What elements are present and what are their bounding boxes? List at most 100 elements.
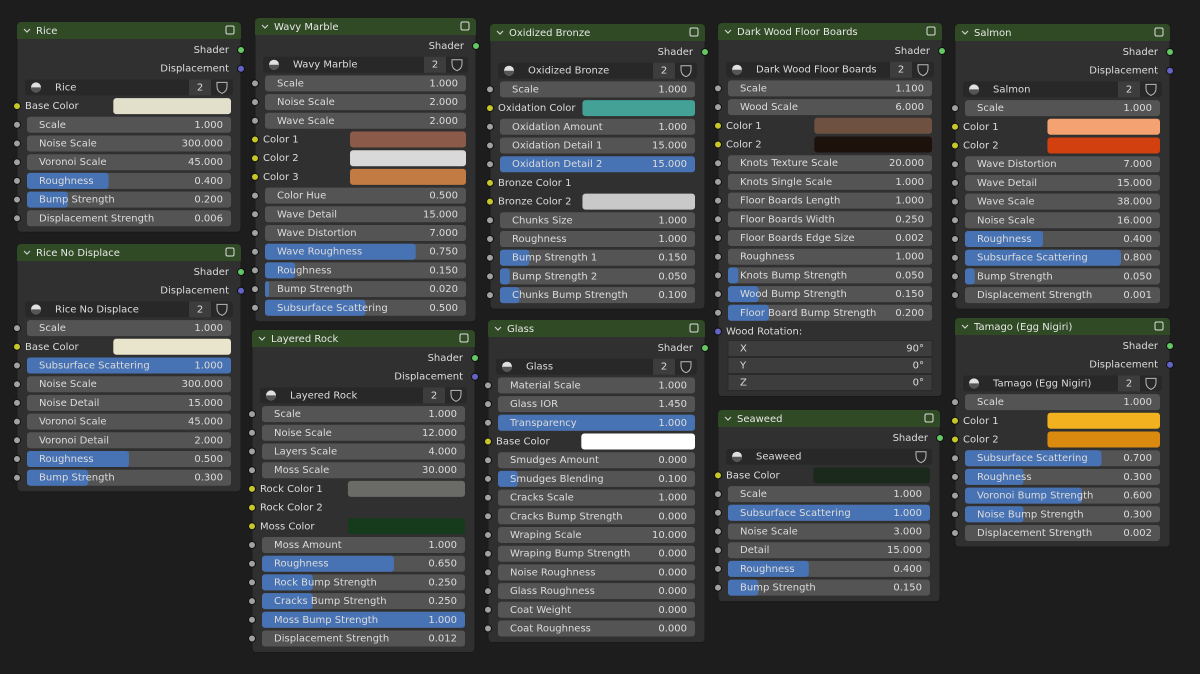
input-socket[interactable] <box>13 398 21 407</box>
node[interactable]: Salmon Shader Displacement Salmon 2 Scale 1.00… <box>951 23 1174 310</box>
input-socket[interactable] <box>484 418 492 427</box>
fake-user-icon[interactable] <box>917 64 929 77</box>
value-field[interactable] <box>265 262 466 279</box>
input-socket[interactable] <box>486 272 494 281</box>
input-socket[interactable] <box>248 428 256 437</box>
input-socket[interactable] <box>13 436 21 445</box>
output-socket[interactable] <box>237 286 245 295</box>
input-socket[interactable] <box>484 474 492 483</box>
output-socket[interactable] <box>471 372 479 381</box>
value-field[interactable] <box>265 187 466 204</box>
input-socket[interactable] <box>13 455 21 463</box>
color-swatch[interactable] <box>814 136 932 153</box>
input-socket[interactable] <box>951 197 959 206</box>
input-socket[interactable] <box>484 493 492 502</box>
output-socket[interactable] <box>471 354 479 362</box>
input-socket[interactable] <box>951 272 959 281</box>
value-field[interactable] <box>265 75 466 92</box>
value-field[interactable] <box>27 432 231 449</box>
value-field[interactable] <box>265 281 466 298</box>
value-field[interactable] <box>965 525 1160 541</box>
input-socket[interactable] <box>951 491 959 500</box>
input-socket[interactable] <box>714 196 722 205</box>
output-socket[interactable] <box>237 64 245 73</box>
input-socket[interactable] <box>951 472 959 481</box>
value-field[interactable] <box>262 424 465 441</box>
input-socket[interactable] <box>951 529 959 537</box>
collapse-arrow[interactable] <box>23 28 31 33</box>
input-socket[interactable] <box>13 417 21 426</box>
value-field[interactable] <box>728 286 932 303</box>
input-socket[interactable] <box>251 210 259 219</box>
input-socket[interactable] <box>248 484 256 493</box>
node[interactable]: Rice No Displace Shader Displacement Rice N… <box>13 243 245 493</box>
value-field[interactable] <box>500 156 695 173</box>
input-socket[interactable] <box>714 121 722 130</box>
input-socket[interactable] <box>248 447 256 456</box>
input-socket[interactable] <box>951 435 959 444</box>
value-field[interactable] <box>27 191 231 208</box>
color-swatch[interactable] <box>1047 137 1160 154</box>
input-socket[interactable] <box>484 568 492 577</box>
fake-user-icon[interactable] <box>680 361 692 374</box>
color-swatch[interactable] <box>113 338 231 355</box>
value-field[interactable] <box>498 545 695 562</box>
fake-user-icon[interactable] <box>1145 83 1157 96</box>
value-field[interactable] <box>500 231 695 247</box>
value-field[interactable] <box>728 523 930 540</box>
color-swatch[interactable] <box>113 98 231 115</box>
input-socket[interactable] <box>248 634 256 643</box>
value-field[interactable] <box>728 80 932 97</box>
input-socket[interactable] <box>251 79 259 88</box>
value-field[interactable] <box>500 268 695 285</box>
input-socket[interactable] <box>714 527 722 536</box>
value-field[interactable] <box>27 210 231 227</box>
value-field[interactable] <box>265 112 466 129</box>
input-socket[interactable] <box>248 615 256 624</box>
input-socket[interactable] <box>951 235 959 243</box>
input-socket[interactable] <box>251 98 259 107</box>
node[interactable]: Wavy Marble Shader Wavy Marble 2 Scale 1.000 N… <box>251 17 480 323</box>
input-socket[interactable] <box>13 342 21 351</box>
input-socket[interactable] <box>714 271 722 280</box>
output-socket[interactable] <box>1166 66 1174 75</box>
input-socket[interactable] <box>714 327 722 336</box>
value-field[interactable] <box>265 94 466 111</box>
value-field[interactable] <box>728 211 932 228</box>
input-socket[interactable] <box>251 172 259 181</box>
value-field[interactable] <box>498 583 695 600</box>
input-socket[interactable] <box>714 252 722 261</box>
input-socket[interactable] <box>486 216 494 225</box>
value-field[interactable] <box>728 173 932 190</box>
input-socket[interactable] <box>714 508 722 517</box>
input-socket[interactable] <box>486 160 494 169</box>
color-swatch[interactable] <box>813 467 930 484</box>
input-socket[interactable] <box>486 141 494 150</box>
value-field[interactable] <box>965 156 1160 173</box>
input-socket[interactable] <box>714 583 722 592</box>
input-socket[interactable] <box>714 177 722 186</box>
fake-user-icon[interactable] <box>450 389 462 402</box>
value-field[interactable] <box>500 249 695 266</box>
collapse-arrow[interactable] <box>258 336 266 341</box>
input-socket[interactable] <box>714 490 722 499</box>
color-swatch[interactable] <box>582 100 695 117</box>
color-swatch[interactable] <box>350 131 466 148</box>
value-field[interactable] <box>728 579 930 596</box>
output-socket[interactable] <box>701 48 709 56</box>
input-socket[interactable] <box>951 291 959 300</box>
value-field[interactable] <box>728 267 932 284</box>
input-socket[interactable] <box>951 253 959 262</box>
value-field[interactable] <box>27 154 231 171</box>
input-socket[interactable] <box>484 456 492 465</box>
input-socket[interactable] <box>13 380 21 389</box>
fake-user-icon[interactable] <box>1145 377 1157 390</box>
color-swatch[interactable] <box>347 518 465 535</box>
value-field[interactable] <box>728 192 932 209</box>
input-socket[interactable] <box>951 104 959 113</box>
value-field[interactable] <box>498 470 695 487</box>
input-socket[interactable] <box>13 473 21 482</box>
input-socket[interactable] <box>248 410 256 419</box>
input-socket[interactable] <box>714 234 722 242</box>
input-socket[interactable] <box>251 135 259 144</box>
